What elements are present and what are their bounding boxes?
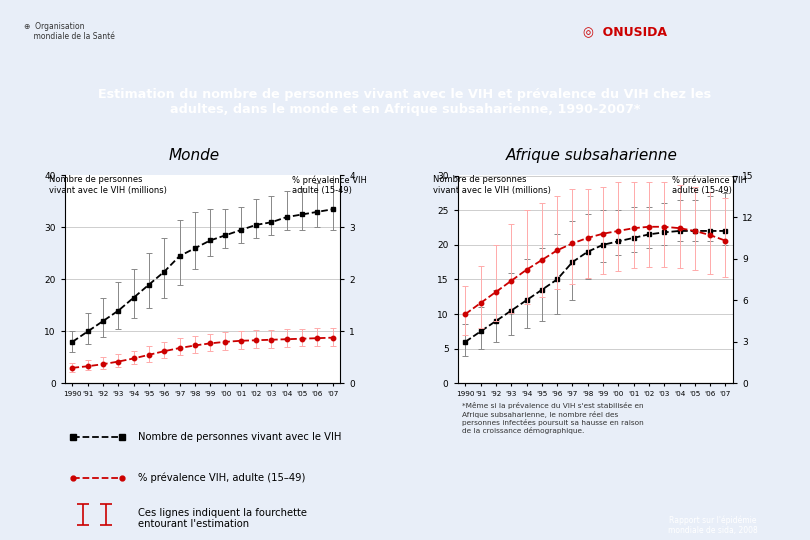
Text: ⊕  Organisation
    mondiale de la Santé: ⊕ Organisation mondiale de la Santé <box>24 22 115 41</box>
Text: Rapport sur l'épidémie
mondiale de sida, 2008: Rapport sur l'épidémie mondiale de sida,… <box>668 515 757 535</box>
Text: ◎  ONUSIDA: ◎ ONUSIDA <box>583 25 667 38</box>
Text: Nombre de personnes
vivant avec le VIH (millions): Nombre de personnes vivant avec le VIH (… <box>49 176 167 195</box>
Text: Nombre de personnes vivant avec le VIH: Nombre de personnes vivant avec le VIH <box>138 433 341 442</box>
Text: Monde: Monde <box>168 148 220 163</box>
Text: Nombre de personnes
vivant avec le VIH (millions): Nombre de personnes vivant avec le VIH (… <box>433 176 552 195</box>
Text: *Même si la prévalence du VIH s'est stabilisée en
Afrique subsaharienne, le nomb: *Même si la prévalence du VIH s'est stab… <box>462 402 643 434</box>
Text: % prévalence VIH
adulte (15-49): % prévalence VIH adulte (15-49) <box>292 176 366 195</box>
Text: Ces lignes indiquent la fourchette
entourant l'estimation: Ces lignes indiquent la fourchette entou… <box>138 508 307 529</box>
Text: % prévalence VIH, adulte (15–49): % prévalence VIH, adulte (15–49) <box>138 472 305 483</box>
Text: Afrique subsaharienne: Afrique subsaharienne <box>505 148 677 163</box>
Text: % prévalence VIH
adulte (15-49): % prévalence VIH adulte (15-49) <box>672 176 747 195</box>
Text: Estimation du nombre de personnes vivant avec le VIH et prévalence du VIH chez l: Estimation du nombre de personnes vivant… <box>99 88 711 116</box>
